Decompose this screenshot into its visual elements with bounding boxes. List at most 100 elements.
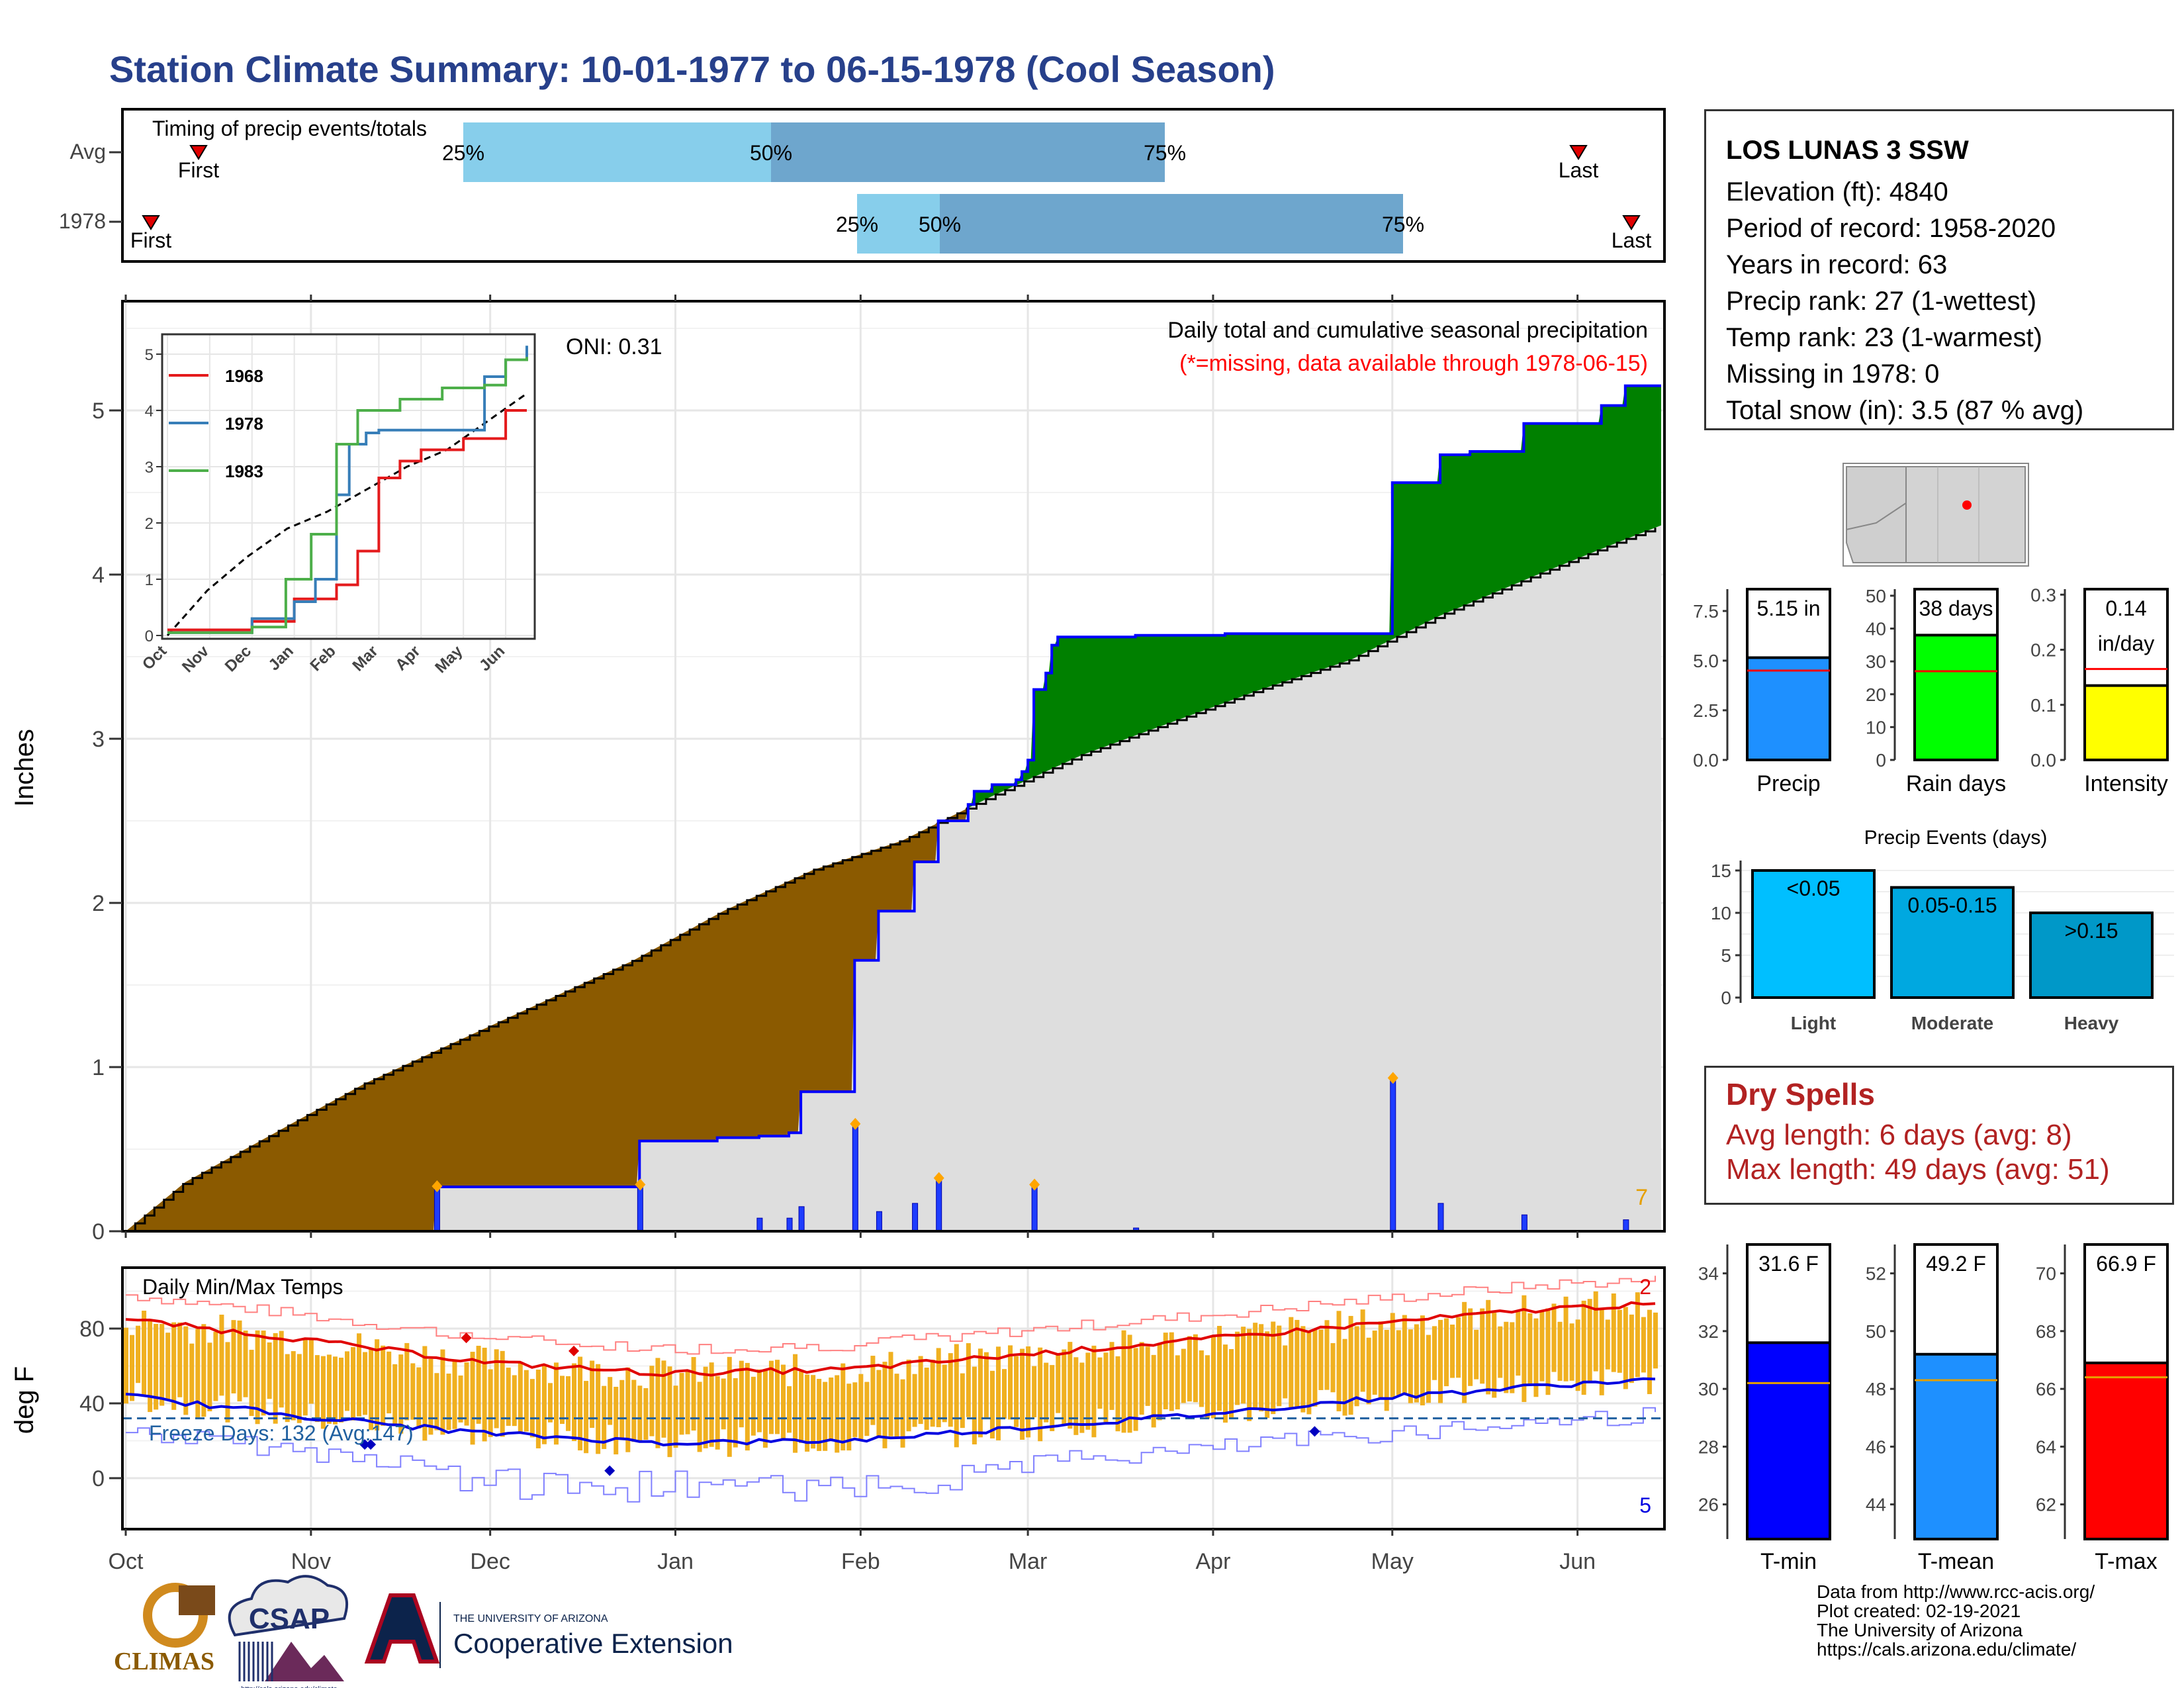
last-marker-icon [1569, 145, 1588, 160]
daily-temp-bar [667, 1366, 672, 1458]
daily-precip-bar [798, 1206, 805, 1232]
rain-days-value-label: 38 days [1919, 596, 1993, 620]
daily-temp-bar [273, 1333, 278, 1424]
daily-temp-bar [721, 1378, 726, 1430]
temp-panel-bg [122, 1268, 1664, 1529]
inset-y-tick-label: 1 [145, 571, 154, 589]
temp-panel-frame [121, 1266, 1666, 1530]
record-max-line [126, 1276, 1656, 1355]
footer-credits: Data from http://www.rcc-acis.org/ Plot … [1817, 1582, 2095, 1659]
daily-temp-bar [1635, 1292, 1640, 1378]
daily-temp-bar [1348, 1315, 1353, 1415]
daily-temp-bar [529, 1379, 535, 1438]
daily-temp-bar [1151, 1354, 1156, 1428]
record-high-count: 2 [1639, 1275, 1651, 1299]
daily-temp-bar [739, 1360, 744, 1428]
daily-temp-bar [566, 1376, 571, 1431]
y-tick-label: 10 [1711, 903, 1731, 923]
daily-temp-bar [279, 1331, 284, 1408]
daily-temp-bar [912, 1374, 917, 1427]
daily-temp-bar [584, 1381, 589, 1454]
daily-temp-bar [1062, 1349, 1067, 1425]
daily-temp-bar [691, 1357, 696, 1431]
daily-temp-bar [983, 1352, 989, 1418]
daily-temp-bar [512, 1375, 517, 1427]
daily-temp-bar [1205, 1355, 1210, 1419]
y-tick-label: 80 [79, 1317, 105, 1342]
daily-temp-bar [596, 1364, 601, 1454]
record-min-line [126, 1407, 1656, 1503]
record-high-marker [569, 1345, 580, 1356]
daily-temp-bar [1647, 1309, 1652, 1395]
daily-temp-bar [882, 1362, 887, 1448]
daily-precip-bar [1031, 1185, 1038, 1232]
inset-y-tick-label: 4 [145, 402, 154, 420]
ua-logo-icon [364, 1593, 440, 1664]
daily-temp-bar [1277, 1325, 1282, 1407]
daily-temp-bar [1330, 1343, 1336, 1393]
daily-temp-bar [422, 1346, 428, 1441]
tmax-axis-label: T-max [2095, 1549, 2157, 1574]
daily-temp-bar [673, 1385, 678, 1448]
daily-temp-bar [219, 1315, 224, 1396]
timing-bar-25-50 [463, 122, 771, 182]
daily-temp-bar [625, 1367, 631, 1452]
daily-temp-bar [1372, 1331, 1377, 1395]
record-low-marker [359, 1439, 371, 1450]
station-info-line: Temp rank: 23 (1-warmest) [1726, 323, 2042, 352]
daily-temp-bar [237, 1320, 242, 1402]
daily-temp-bar [308, 1339, 314, 1404]
daily-temp-bar [1450, 1324, 1455, 1378]
daily-temp-bar [1641, 1317, 1646, 1373]
daily-temp-bar [207, 1342, 212, 1412]
daily-temp-bar [213, 1331, 218, 1401]
daily-temp-bar [942, 1364, 947, 1423]
daily-temp-bar [1402, 1315, 1407, 1395]
daily-temp-bar [972, 1366, 977, 1444]
daily-temp-bar [392, 1364, 398, 1425]
daily-temp-bar [1306, 1331, 1312, 1415]
y-tick-label: 1 [92, 1055, 105, 1080]
timing-bar-50-75 [771, 122, 1165, 182]
footer-line: https://cals.arizona.edu/climate/ [1817, 1639, 2077, 1660]
daily-temp-bar [1593, 1291, 1598, 1372]
daily-temp-bar [1474, 1329, 1479, 1380]
month-label: Feb [841, 1549, 880, 1574]
daily-temp-bar [1569, 1323, 1574, 1381]
daily-temp-bar [1073, 1357, 1079, 1435]
daily-temp-bar [1587, 1299, 1592, 1383]
daily-temp-bar [829, 1377, 834, 1442]
daily-precip-bar [433, 1186, 440, 1232]
daily-temp-bar [774, 1360, 780, 1434]
record-low-marker [604, 1465, 615, 1476]
daily-temp-bar [523, 1370, 529, 1432]
daily-temp-bar [1462, 1301, 1467, 1403]
inset-legend-label: 1978 [225, 414, 263, 434]
month-label: Nov [291, 1549, 331, 1574]
record-low-count: 5 [1639, 1493, 1651, 1517]
daily-temp-bar [1199, 1350, 1204, 1407]
daily-temp-bar [1265, 1331, 1270, 1418]
daily-max-marker [1029, 1178, 1040, 1191]
tmin-bar [1746, 1341, 1831, 1541]
daily-temp-bar [381, 1345, 386, 1426]
timing-last-label: Last [1559, 158, 1599, 182]
daily-temp-bar [1259, 1324, 1264, 1412]
daily-temp-bar [1133, 1348, 1138, 1431]
daily-temp-bar [553, 1362, 559, 1445]
y-tick-label: 46 [1866, 1436, 1886, 1457]
daily-temp-bar [464, 1362, 469, 1426]
daily-temp-bar [852, 1382, 858, 1438]
daily-temp-bar [649, 1366, 655, 1436]
daily-temp-bar [225, 1342, 230, 1423]
daily-temp-bar [1032, 1366, 1037, 1418]
daily-temp-bar [249, 1350, 254, 1417]
daily-temp-bar [995, 1346, 1001, 1440]
daily-temp-bar [762, 1369, 768, 1448]
missing-count-label: 7 [1635, 1185, 1648, 1210]
daily-temp-bar [1109, 1342, 1115, 1410]
daily-temp-bar [440, 1349, 445, 1435]
timing-label-50: 50% [750, 141, 792, 165]
daily-temp-bar [614, 1386, 619, 1455]
record-low-marker [365, 1439, 377, 1450]
